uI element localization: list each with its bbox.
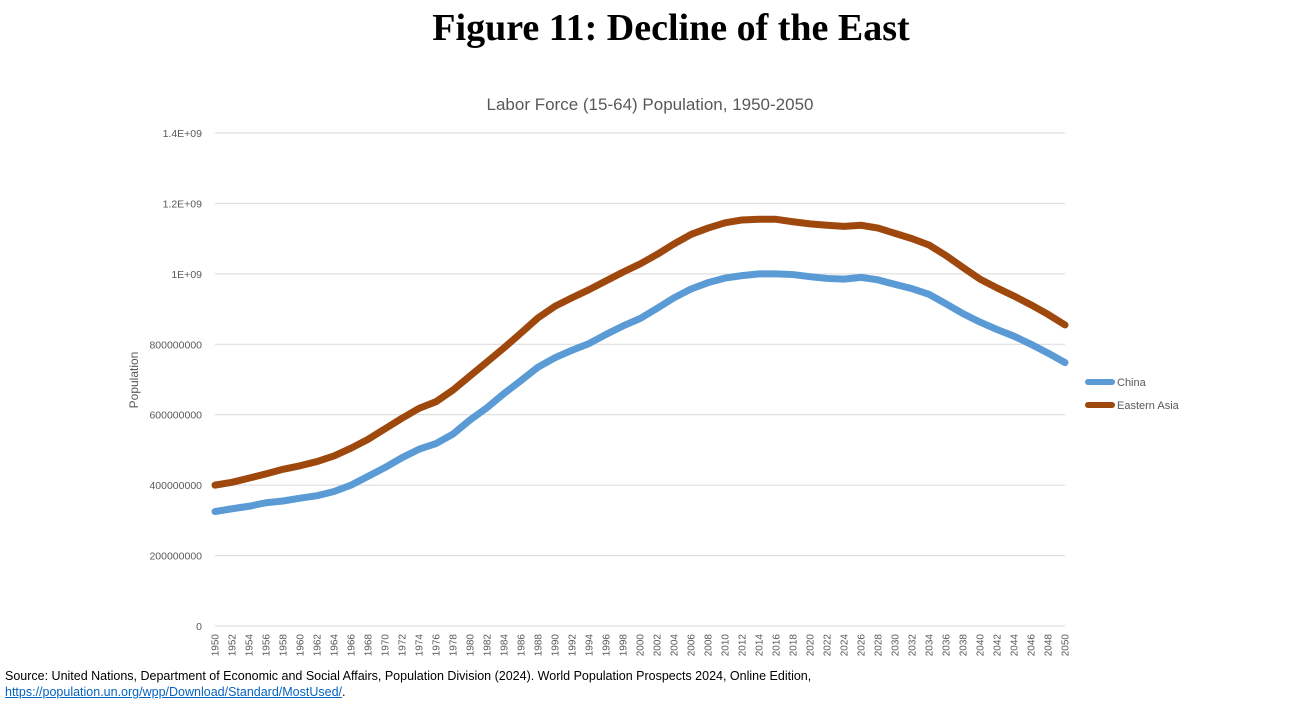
gridlines [215, 132, 1065, 627]
x-tick-label: 2004 [670, 634, 681, 657]
x-tick-label: 2032 [908, 634, 919, 657]
chart-title: Labor Force (15-64) Population, 1950-205… [487, 95, 814, 114]
x-tick-label: 2018 [789, 634, 800, 657]
x-tick-label: 1954 [245, 634, 256, 657]
x-tick-label: 1976 [432, 634, 443, 657]
x-tick-label: 1978 [449, 634, 460, 657]
x-tick-label: 1988 [534, 634, 545, 657]
x-tick-label: 1984 [500, 634, 511, 657]
y-tick-label: 200000000 [149, 551, 202, 563]
source-link[interactable]: https://population.un.org/wpp/Download/S… [5, 685, 343, 699]
x-tick-label: 1998 [619, 634, 630, 657]
x-tick-label: 1992 [568, 634, 579, 657]
x-tick-label: 2010 [721, 634, 732, 657]
y-tick-label: 1.2E+09 [163, 198, 203, 210]
x-tick-label: 2026 [857, 634, 868, 657]
source-note: Source: United Nations, Department of Ec… [5, 668, 811, 700]
x-tick-label: 1964 [330, 634, 341, 657]
x-tick-label: 2040 [976, 634, 987, 657]
x-tick-label: 1966 [347, 634, 358, 657]
x-axis-ticks: 1950 1952 1954 1956 1958 1960 1962 1964 1966 1968… [211, 634, 1072, 657]
x-tick-label: 1982 [483, 634, 494, 657]
x-tick-label: 1968 [364, 634, 375, 657]
x-tick-label: 2024 [840, 634, 851, 657]
y-tick-label: 0 [196, 621, 202, 633]
x-tick-label: 1962 [313, 634, 324, 657]
x-tick-label: 2034 [925, 634, 936, 657]
x-tick-label: 1996 [602, 634, 613, 657]
x-tick-label: 2036 [942, 634, 953, 657]
x-tick-label: 1952 [228, 634, 239, 657]
x-tick-label: 1970 [381, 634, 392, 657]
x-tick-label: 2022 [823, 634, 834, 657]
x-tick-label: 1980 [466, 634, 477, 657]
x-tick-label: 2000 [636, 634, 647, 657]
source-link-suffix: . [342, 685, 346, 699]
y-tick-label: 800000000 [149, 339, 202, 351]
x-tick-label: 2042 [993, 634, 1004, 657]
x-tick-label: 2012 [738, 634, 749, 657]
x-tick-label: 1950 [211, 634, 222, 657]
x-tick-label: 2002 [653, 634, 664, 657]
legend-label: Eastern Asia [1117, 400, 1180, 412]
x-tick-label: 1972 [398, 634, 409, 657]
source-text: Source: United Nations, Department of Ec… [5, 669, 812, 683]
x-tick-label: 1974 [415, 634, 426, 657]
x-tick-label: 2020 [806, 634, 817, 657]
x-tick-label: 1990 [551, 634, 562, 657]
x-tick-label: 2028 [874, 634, 885, 657]
x-tick-label: 2048 [1044, 634, 1055, 657]
x-tick-label: 2030 [891, 634, 902, 657]
x-tick-label: 2016 [772, 634, 783, 657]
x-tick-label: 1960 [296, 634, 307, 657]
source-link-line: https://population.un.org/wpp/Download/S… [5, 684, 811, 700]
y-axis-label: Population [127, 352, 141, 409]
x-tick-label: 2014 [755, 634, 766, 657]
x-tick-label: 2006 [687, 634, 698, 657]
x-tick-label: 1986 [517, 634, 528, 657]
figure-title: Figure 11: Decline of the East [432, 7, 910, 49]
legend-label: China [1117, 377, 1147, 389]
series-line-china [211, 270, 1069, 516]
x-tick-label: 2044 [1010, 634, 1021, 657]
x-tick-label: 2050 [1061, 634, 1072, 657]
y-tick-label: 400000000 [149, 480, 202, 492]
x-tick-label: 1956 [262, 634, 273, 657]
x-tick-label: 2038 [959, 634, 970, 657]
y-tick-label: 1E+09 [171, 269, 202, 281]
y-axis-ticks: 0 200000000 400000000 600000000 800000000 1E+… [149, 128, 202, 633]
x-tick-label: 2008 [704, 634, 715, 657]
series-line-eastern-asia [211, 215, 1069, 489]
legend: China Eastern Asia [1085, 377, 1180, 412]
series-lines [211, 215, 1069, 516]
y-tick-label: 600000000 [149, 410, 202, 422]
x-tick-label: 2046 [1027, 634, 1038, 657]
x-tick-label: 1994 [585, 634, 596, 657]
y-tick-label: 1.4E+09 [163, 128, 203, 140]
x-tick-label: 1958 [279, 634, 290, 657]
